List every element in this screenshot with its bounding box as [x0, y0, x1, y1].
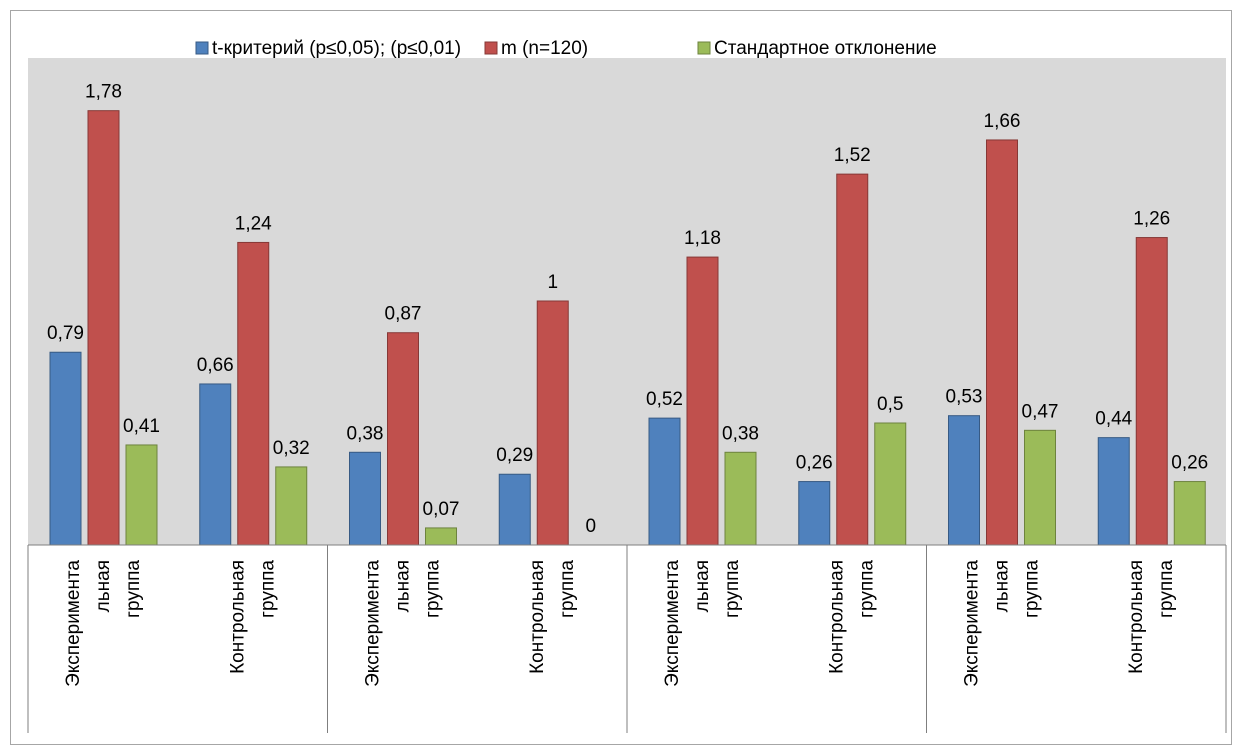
category-label-3: Эксперимента льная группа — [362, 560, 443, 687]
data-label-s1-c4: 0,29 — [496, 445, 533, 466]
data-label-s2-c4: 1 — [547, 272, 558, 293]
bar-s3-c5 — [724, 451, 757, 546]
category-label-7: Эксперимента льная группа — [961, 560, 1042, 687]
data-label-s2-c2: 1,24 — [235, 213, 272, 234]
data-label-s3-c6: 0,5 — [877, 394, 903, 415]
legend-label-1: t-критерий (p≤0,05); (p≤0,01) — [212, 38, 461, 59]
legend-label-2: m (n=120) — [501, 38, 588, 59]
data-label-s1-c7: 0,53 — [946, 387, 983, 408]
bar-s1-c1 — [49, 351, 82, 546]
data-label-s1-c8: 0,44 — [1095, 409, 1132, 430]
data-label-s2-c8: 1,26 — [1133, 209, 1170, 230]
legend-label-3: Стандартное отклонение — [714, 38, 937, 59]
bar-s3-c8 — [1173, 481, 1206, 546]
legend-swatch-1 — [195, 41, 209, 55]
data-label-s3-c5: 0,38 — [722, 423, 759, 444]
legend-swatch-3 — [697, 41, 711, 55]
bar-s2-c4 — [536, 300, 569, 546]
data-label-s2-c7: 1,66 — [984, 111, 1021, 132]
bar-s1-c7 — [948, 415, 980, 546]
legend-swatch-2 — [484, 41, 498, 55]
data-label-s2-c1: 1,78 — [85, 82, 122, 103]
data-label-s1-c3: 0,38 — [347, 423, 384, 444]
bar-s3-c6 — [874, 422, 907, 546]
data-label-s3-c4: 0 — [585, 516, 596, 537]
data-label-s1-c5: 0,52 — [646, 389, 683, 410]
bar-s2-c3 — [387, 332, 419, 546]
data-label-s3-c2: 0,32 — [273, 438, 310, 459]
bar-s2-c5 — [686, 256, 719, 546]
bar-s3-c3 — [425, 527, 457, 546]
category-label-5: Эксперимента льная группа — [662, 560, 743, 687]
bar-s2-c1 — [87, 110, 120, 546]
bar-s2-c2 — [237, 241, 270, 546]
data-label-s2-c5: 1,18 — [684, 228, 721, 249]
data-label-s3-c3: 0,07 — [423, 499, 460, 520]
data-label-s1-c6: 0,26 — [796, 453, 833, 474]
data-label-s3-c1: 0,41 — [123, 416, 160, 437]
data-label-s2-c6: 1,52 — [834, 145, 871, 166]
bar-s3-c1 — [125, 444, 158, 546]
data-label-s3-c7: 0,47 — [1022, 401, 1059, 422]
bar-s1-c6 — [798, 481, 831, 546]
bar-s1-c4 — [498, 473, 531, 546]
data-label-s3-c8: 0,26 — [1171, 453, 1208, 474]
category-label-6: Контрольная группа — [827, 560, 878, 674]
bar-s3-c7 — [1024, 429, 1056, 546]
bar-s3-c2 — [275, 466, 308, 546]
category-label-4: Контрольная группа — [527, 560, 578, 674]
bar-s2-c8 — [1135, 237, 1168, 546]
data-label-s1-c2: 0,66 — [197, 355, 234, 376]
bar-s2-c7 — [986, 139, 1018, 546]
data-label-s2-c3: 0,87 — [385, 304, 422, 325]
bar-s1-c3 — [349, 451, 381, 546]
bar-s1-c2 — [199, 383, 232, 546]
data-label-s1-c1: 0,79 — [47, 323, 84, 344]
bar-s2-c6 — [836, 173, 869, 546]
category-label-8: Контрольная группа — [1126, 560, 1177, 674]
bar-s1-c5 — [648, 417, 681, 546]
category-label-1: Эксперимента льная группа — [63, 560, 144, 687]
category-label-2: Контрольная группа — [228, 560, 279, 674]
bar-s1-c8 — [1097, 437, 1130, 546]
